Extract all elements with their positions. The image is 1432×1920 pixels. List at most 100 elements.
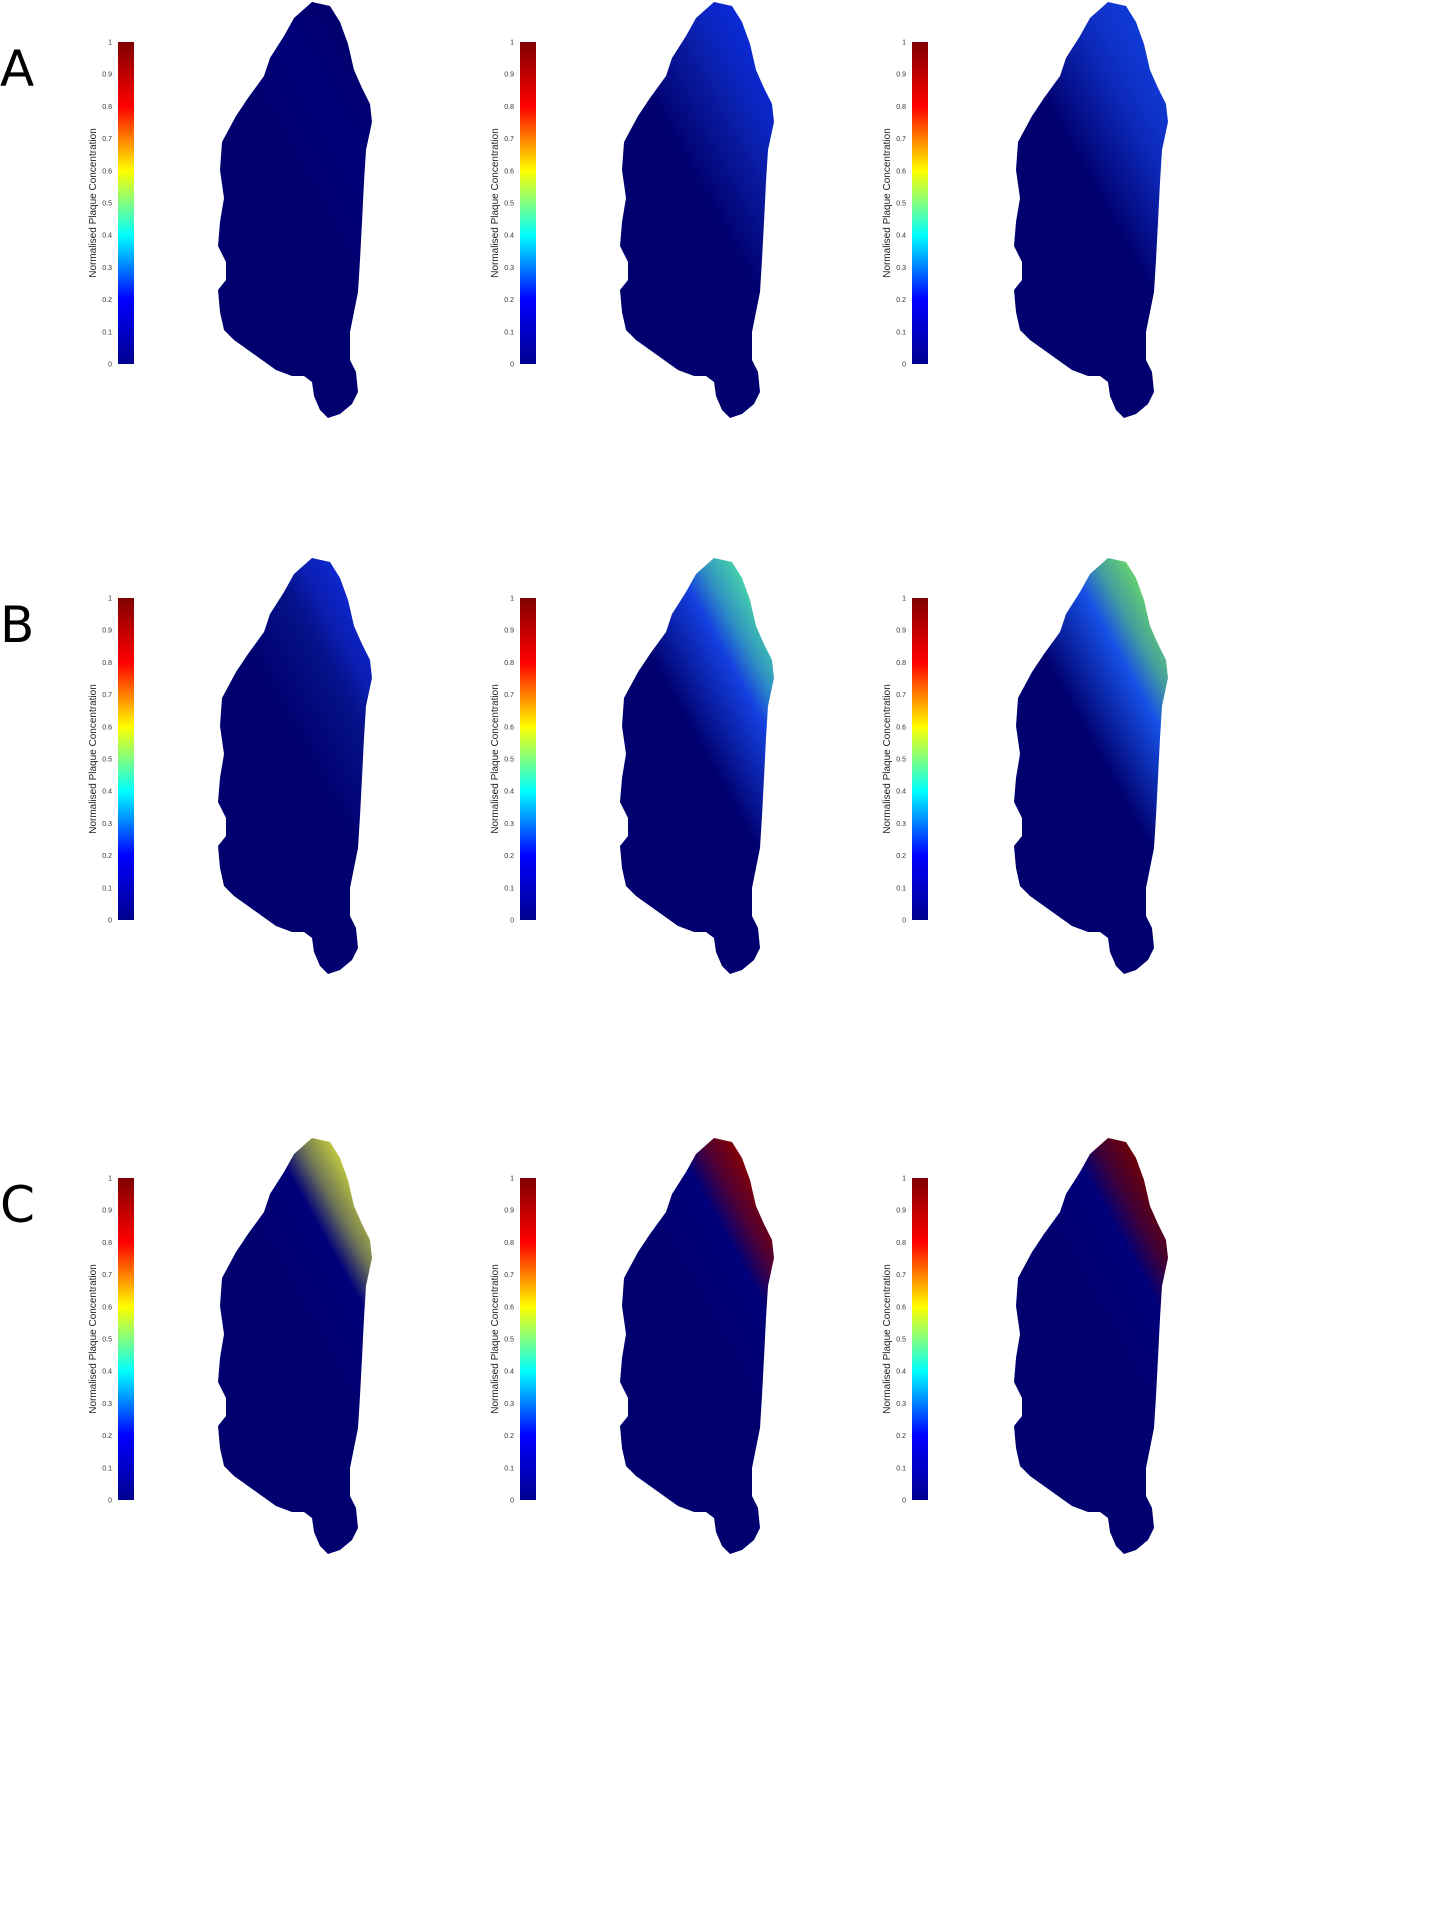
colorbar-tick-label: 0 [108, 918, 112, 925]
colorbar: 0 0.1 0.2 0.3 0.4 0.5 0.6 0.7 0.8 0.9 1 Normalised … [490, 1176, 536, 1505]
colorbar-tick-label: 0.4 [102, 1369, 112, 1376]
colorbar-tick-label: 0.6 [504, 724, 514, 731]
colorbar-tick-label: 0.1 [102, 885, 112, 892]
colorbar-scale [118, 1178, 134, 1500]
colorbar-tick-label: 0.4 [504, 1369, 514, 1376]
colorbar-tick-label: 0.9 [102, 628, 112, 635]
colorbar-tick-label: 0.2 [896, 297, 906, 304]
concentration-panel-3-3 [1014, 1138, 1168, 1554]
colorbar-tick-label: 0.4 [896, 233, 906, 240]
row-label-c: C [0, 1176, 35, 1234]
colorbar-tick-label: 0 [108, 1498, 112, 1505]
colorbar-tick-label: 0.3 [504, 821, 514, 828]
colorbar-tick-label: 1 [108, 40, 112, 47]
colorbar-title: Normalised Plaque Concentration [882, 684, 893, 834]
colorbar-tick-label: 0.1 [896, 329, 906, 336]
colorbar-tick-label: 0.6 [896, 724, 906, 731]
colorbar-tick-label: 1 [108, 1176, 112, 1183]
colorbar-tick-label: 0 [510, 362, 514, 369]
colorbar-tick-label: 0.3 [504, 265, 514, 272]
colorbar-tick-label: 1 [902, 1176, 906, 1183]
colorbar-tick-label: 0 [902, 362, 906, 369]
concentration-panel-2-3 [1014, 558, 1168, 974]
colorbar-tick-label: 0 [510, 1498, 514, 1505]
colorbar-tick-label: 0.1 [896, 885, 906, 892]
colorbar-scale [520, 1178, 536, 1500]
colorbar-tick-label: 0.1 [504, 885, 514, 892]
concentration-panel-3-1 [218, 1138, 372, 1554]
colorbar: 0 0.1 0.2 0.3 0.4 0.5 0.6 0.7 0.8 0.9 1 Normalised … [88, 1176, 134, 1505]
colorbar-tick-label: 0.8 [896, 104, 906, 111]
colorbar-tick-label: 0.1 [504, 1465, 514, 1472]
tissue-map [1014, 558, 1168, 974]
colorbar-tick-label: 0.8 [504, 104, 514, 111]
colorbar-tick-label: 0.6 [504, 168, 514, 175]
colorbar-tick-label: 0.5 [504, 757, 514, 764]
colorbar-tick-label: 1 [902, 40, 906, 47]
colorbar-scale [912, 42, 928, 364]
colorbar-tick-label: 0.4 [102, 233, 112, 240]
colorbar-title: Normalised Plaque Concentration [88, 1264, 99, 1414]
colorbar-tick-label: 0.4 [504, 789, 514, 796]
colorbar-tick-label: 0.5 [102, 201, 112, 208]
colorbar: 0 0.1 0.2 0.3 0.4 0.5 0.6 0.7 0.8 0.9 1 Normalised … [490, 40, 536, 369]
colorbar-tick-label: 0.8 [102, 660, 112, 667]
colorbar-tick-label: 0.5 [504, 1337, 514, 1344]
colorbar-tick-label: 1 [510, 1176, 514, 1183]
colorbar-tick-label: 0.8 [504, 1240, 514, 1247]
colorbar-tick-label: 0.5 [504, 201, 514, 208]
colorbar-scale [912, 598, 928, 920]
colorbar-tick-label: 0.6 [504, 1304, 514, 1311]
colorbar-tick-label: 0.1 [504, 329, 514, 336]
colorbar-tick-label: 0.9 [102, 72, 112, 79]
colorbar: 0 0.1 0.2 0.3 0.4 0.5 0.6 0.7 0.8 0.9 1 Normalised … [88, 40, 134, 369]
colorbar-tick-label: 0.8 [102, 1240, 112, 1247]
colorbar-tick-label: 0.6 [102, 1304, 112, 1311]
concentration-panel-1-3 [1014, 2, 1168, 418]
colorbar-tick-label: 0 [108, 362, 112, 369]
colorbar-tick-label: 0.5 [896, 757, 906, 764]
colorbar: 0 0.1 0.2 0.3 0.4 0.5 0.6 0.7 0.8 0.9 1 Normalised … [882, 1176, 928, 1505]
tissue-map [1014, 1138, 1168, 1554]
tissue-map [218, 2, 372, 418]
colorbar-title: Normalised Plaque Concentration [88, 684, 99, 834]
colorbar-tick-label: 0.8 [102, 104, 112, 111]
colorbar-tick-label: 0.7 [102, 136, 112, 143]
colorbar-tick-label: 0.5 [896, 201, 906, 208]
colorbar-title: Normalised Plaque Concentration [490, 684, 501, 834]
colorbar-tick-label: 0.2 [504, 297, 514, 304]
colorbar-tick-label: 0.8 [504, 660, 514, 667]
colorbar-tick-label: 0.7 [896, 1272, 906, 1279]
tissue-map [1014, 2, 1168, 418]
colorbar-tick-label: 1 [510, 596, 514, 603]
colorbar-tick-label: 0.9 [896, 628, 906, 635]
colorbar-tick-label: 1 [510, 40, 514, 47]
concentration-panel-2-2 [620, 558, 774, 974]
colorbar-tick-label: 0.3 [896, 1401, 906, 1408]
colorbar-tick-label: 1 [108, 596, 112, 603]
colorbar-tick-label: 0.7 [504, 1272, 514, 1279]
colorbar-tick-label: 0.8 [896, 660, 906, 667]
colorbar-tick-label: 0.6 [896, 1304, 906, 1311]
colorbar: 0 0.1 0.2 0.3 0.4 0.5 0.6 0.7 0.8 0.9 1 Normalised … [882, 596, 928, 925]
colorbar-tick-label: 0.9 [896, 1208, 906, 1215]
tissue-map [620, 558, 774, 974]
colorbar-tick-label: 0 [510, 918, 514, 925]
colorbar-tick-label: 0.1 [102, 1465, 112, 1472]
colorbar-tick-label: 0.6 [102, 168, 112, 175]
colorbar-tick-label: 0.3 [102, 265, 112, 272]
colorbar-tick-label: 0.9 [504, 72, 514, 79]
colorbar-tick-label: 0.6 [102, 724, 112, 731]
colorbar-tick-label: 0.6 [896, 168, 906, 175]
row-label-b: B [0, 596, 34, 654]
colorbar: 0 0.1 0.2 0.3 0.4 0.5 0.6 0.7 0.8 0.9 1 Normalised … [490, 596, 536, 925]
colorbar-tick-label: 0.2 [896, 1433, 906, 1440]
colorbar-tick-label: 0.4 [504, 233, 514, 240]
colorbar-tick-label: 0.1 [896, 1465, 906, 1472]
colorbar-tick-label: 0.4 [896, 789, 906, 796]
colorbar-tick-label: 0.9 [504, 628, 514, 635]
colorbar: 0 0.1 0.2 0.3 0.4 0.5 0.6 0.7 0.8 0.9 1 Normalised … [88, 596, 134, 925]
colorbar-tick-label: 0.3 [102, 821, 112, 828]
colorbar-scale [118, 598, 134, 920]
